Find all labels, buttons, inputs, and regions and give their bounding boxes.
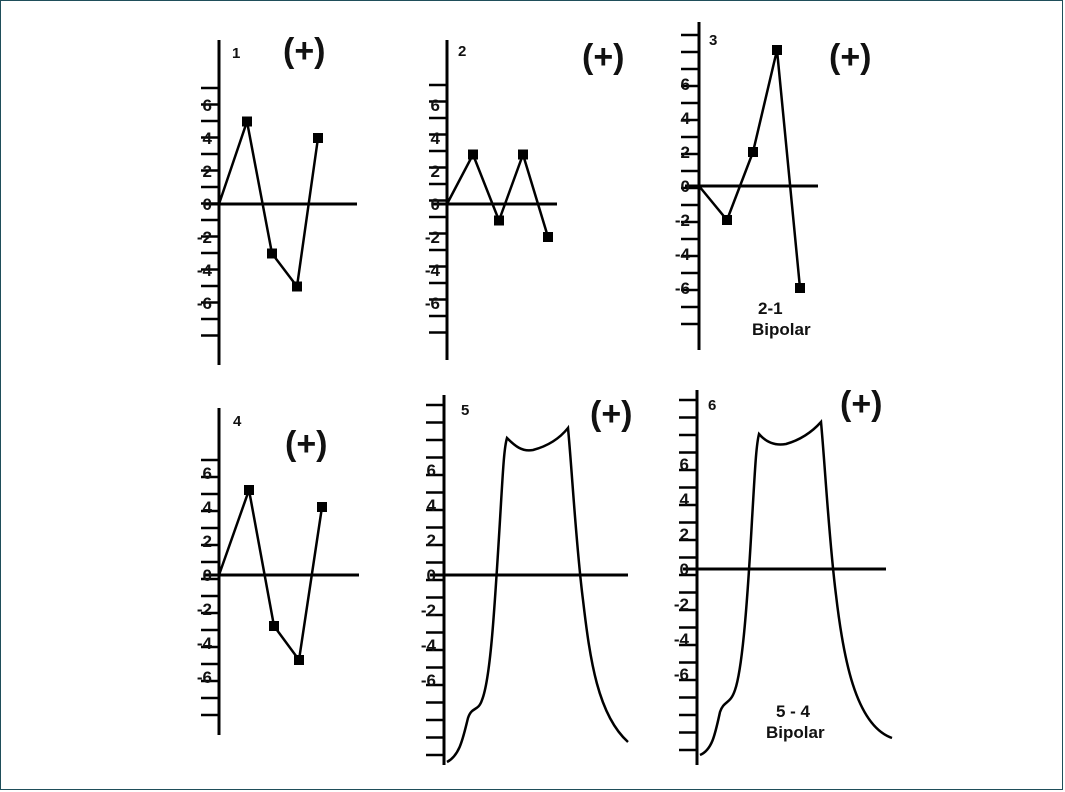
tick-label: 2 — [680, 525, 689, 544]
tick-label: 4 — [203, 498, 213, 517]
data-point — [242, 116, 252, 127]
lead-note-line-2: Bipolar — [752, 320, 811, 339]
tick-label: -2 — [197, 600, 212, 619]
tick-label: 2 — [427, 531, 436, 550]
tick-label: 2 — [431, 162, 440, 181]
panel-1: 6 4 2 0 -2 -4 -6 1 (+) — [197, 32, 357, 365]
tick-label: -6 — [675, 279, 690, 298]
tick-label: 6 — [427, 461, 436, 480]
tick-label: -2 — [675, 211, 690, 230]
polarity-sign: (+) — [590, 395, 633, 433]
panel-2: 6 4 2 0 -2 -4 -6 2 (+) — [425, 38, 625, 360]
tick-label: -4 — [197, 634, 213, 653]
data-point — [543, 232, 553, 242]
tick-label: 4 — [431, 129, 441, 148]
tick-label: -6 — [197, 294, 212, 313]
polarity-sign: (+) — [582, 38, 625, 76]
tick-label: -2 — [197, 228, 212, 247]
data-point — [294, 655, 304, 665]
tick-label: 4 — [681, 109, 691, 128]
polarity-sign: (+) — [283, 32, 326, 70]
panel-number: 2 — [458, 43, 466, 60]
tick-label: 0 — [431, 195, 440, 214]
tick-label: 6 — [203, 464, 212, 483]
lead-note-line-2: Bipolar — [766, 723, 825, 742]
tick-label: 4 — [203, 129, 213, 148]
tick-label: -6 — [674, 665, 689, 684]
data-point — [269, 621, 279, 631]
panel-number: 6 — [708, 397, 716, 414]
tick-label: -6 — [425, 294, 440, 313]
tick-label: 6 — [431, 96, 440, 115]
tick-label: 2 — [681, 143, 690, 162]
tick-label: -4 — [674, 630, 690, 649]
tick-label: -2 — [421, 601, 436, 620]
tick-label: 6 — [203, 96, 212, 115]
tick-label: -6 — [421, 671, 436, 690]
lead-note-line-1: 2-1 — [758, 299, 783, 318]
data-point — [722, 215, 732, 225]
data-point — [244, 485, 254, 495]
panel-6: 6 4 2 0 -2 -4 -6 6 (+) 5 - 4 Bipolar — [674, 385, 893, 765]
data-point — [317, 502, 327, 512]
tick-label: 6 — [681, 75, 690, 94]
data-point — [518, 149, 528, 160]
data-point — [313, 133, 323, 143]
data-point — [772, 45, 782, 55]
lead-note-line-1: 5 - 4 — [776, 702, 811, 721]
data-point — [795, 283, 805, 293]
tick-label: -4 — [421, 636, 437, 655]
tick-label: -6 — [197, 668, 212, 687]
tick-label: -4 — [197, 261, 213, 280]
tick-label: 6 — [680, 455, 689, 474]
tick-label: 2 — [203, 162, 212, 181]
waveform-3 — [698, 49, 802, 289]
waveform-5 — [446, 424, 629, 764]
data-point — [494, 215, 504, 226]
panel-4: 6 4 2 0 -2 -4 -6 4 (+) — [197, 408, 359, 735]
tick-label: -4 — [675, 245, 691, 264]
tick-label: 0 — [427, 566, 436, 585]
tick-label: 0 — [203, 195, 212, 214]
tick-label: 2 — [203, 532, 212, 551]
panel-number: 1 — [232, 45, 240, 62]
panel-5: 6 4 2 0 -2 -4 -6 5 (+) — [421, 395, 633, 765]
panel-number: 4 — [233, 413, 242, 430]
data-point — [292, 281, 302, 292]
data-point — [267, 248, 277, 259]
polarity-sign: (+) — [840, 385, 883, 423]
tick-label: 4 — [427, 496, 437, 515]
waveform-6 — [699, 419, 893, 757]
tick-label: -2 — [425, 228, 440, 247]
tick-label: 0 — [680, 560, 689, 579]
tick-label: -2 — [674, 595, 689, 614]
polarity-sign: (+) — [285, 425, 328, 463]
tick-label: 0 — [681, 177, 690, 196]
tick-label: 0 — [203, 566, 212, 585]
panel-number: 5 — [461, 402, 469, 419]
panel-number: 3 — [709, 32, 717, 49]
polarity-sign: (+) — [829, 38, 872, 76]
panel-3: 6 4 2 0 -2 -4 -6 3 (+) 2-1 Bipolar — [675, 22, 872, 350]
data-point — [468, 149, 478, 160]
data-point — [748, 147, 758, 157]
tick-label: 4 — [680, 490, 690, 509]
tick-label: -4 — [425, 261, 441, 280]
